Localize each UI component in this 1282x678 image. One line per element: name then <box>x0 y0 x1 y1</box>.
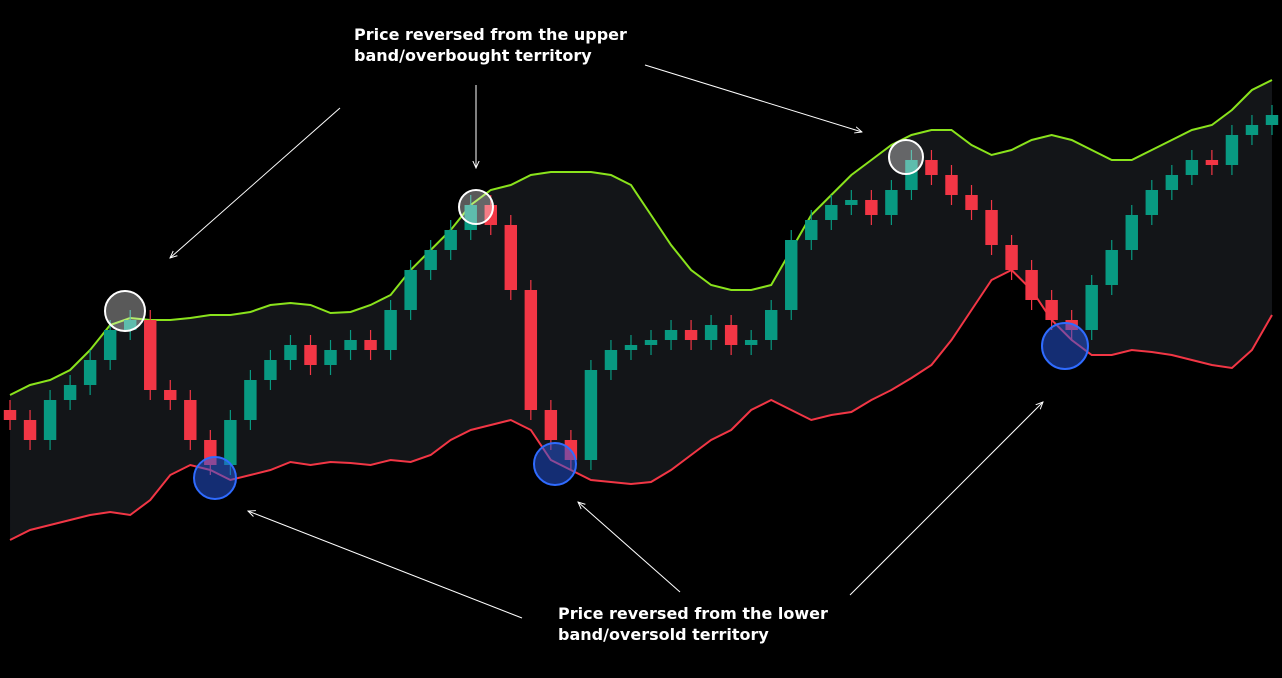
candle-body <box>965 195 978 210</box>
candle-body <box>1125 215 1138 250</box>
arrow <box>248 511 523 619</box>
annotation-line: band/overbought territory <box>354 46 592 65</box>
candle-body <box>925 160 938 175</box>
candle-body <box>624 345 638 350</box>
candle-body <box>144 320 157 390</box>
annotation-line: Price reversed from the lower <box>558 604 828 623</box>
arrow <box>644 64 862 132</box>
candle-body <box>724 325 738 345</box>
candle-body <box>83 360 97 385</box>
candle-body <box>224 420 237 465</box>
candle-body <box>324 350 337 365</box>
candle-body <box>1265 115 1279 125</box>
candle-body <box>744 340 758 345</box>
candle-body <box>164 390 177 400</box>
candle-body <box>1145 190 1159 215</box>
candle-body <box>43 400 57 440</box>
candle-body <box>23 420 37 440</box>
candle-body <box>1185 160 1199 175</box>
candle-body <box>805 220 818 240</box>
upper-band <box>9 79 1273 396</box>
arrow <box>578 502 681 593</box>
candle-body <box>404 270 417 310</box>
candle-body <box>364 340 377 350</box>
overbought-circle <box>458 189 494 225</box>
candle-body <box>1005 245 1018 270</box>
arrow <box>849 402 1043 596</box>
candle-body <box>1085 285 1098 330</box>
candle-body <box>63 385 77 400</box>
candle-body <box>384 310 397 350</box>
overbought-circle <box>104 290 146 332</box>
candle-body <box>865 200 878 215</box>
candle-body <box>3 410 17 420</box>
candle-body <box>604 350 618 370</box>
candle-body <box>123 320 137 330</box>
candle-body <box>644 340 658 345</box>
candle-body <box>1165 175 1179 190</box>
candle-body <box>1205 160 1219 165</box>
candle-body <box>103 330 117 360</box>
annotation-line: Price reversed from the upper <box>354 25 627 44</box>
highlights <box>104 139 1089 500</box>
overbought-circle <box>888 139 924 175</box>
candle-body <box>985 210 998 245</box>
candle-body <box>524 290 538 410</box>
candle-body <box>244 380 257 420</box>
candle-body <box>945 175 958 195</box>
arrows <box>170 64 1043 619</box>
candle-body <box>424 250 437 270</box>
candles <box>3 105 1279 475</box>
candle-body <box>684 330 698 340</box>
candle-body <box>504 225 518 290</box>
candle-body <box>1225 135 1239 165</box>
candle-body <box>1105 250 1118 285</box>
candle-body <box>544 410 558 440</box>
candle-body <box>344 340 357 350</box>
candle-body <box>1245 125 1259 135</box>
oversold-circle <box>193 456 237 500</box>
candle-body <box>764 310 778 340</box>
arrow <box>170 107 341 258</box>
candle-body <box>304 345 317 365</box>
candle-body <box>264 360 277 380</box>
candle-body <box>825 205 838 220</box>
annotation-line: band/oversold territory <box>558 625 769 644</box>
candle-body <box>785 240 798 310</box>
candle-body <box>885 190 898 215</box>
candle-body <box>1025 270 1038 300</box>
candle-body <box>664 330 678 340</box>
candle-body <box>444 230 457 250</box>
candle-body <box>1045 300 1058 320</box>
oversold-circle <box>533 442 577 486</box>
candle-body <box>704 325 718 340</box>
oversold-circle <box>1041 322 1089 370</box>
candle-body <box>584 370 598 460</box>
candle-body <box>284 345 297 360</box>
candle-body <box>184 400 197 440</box>
candle-body <box>905 160 918 190</box>
candle-body <box>845 200 858 205</box>
